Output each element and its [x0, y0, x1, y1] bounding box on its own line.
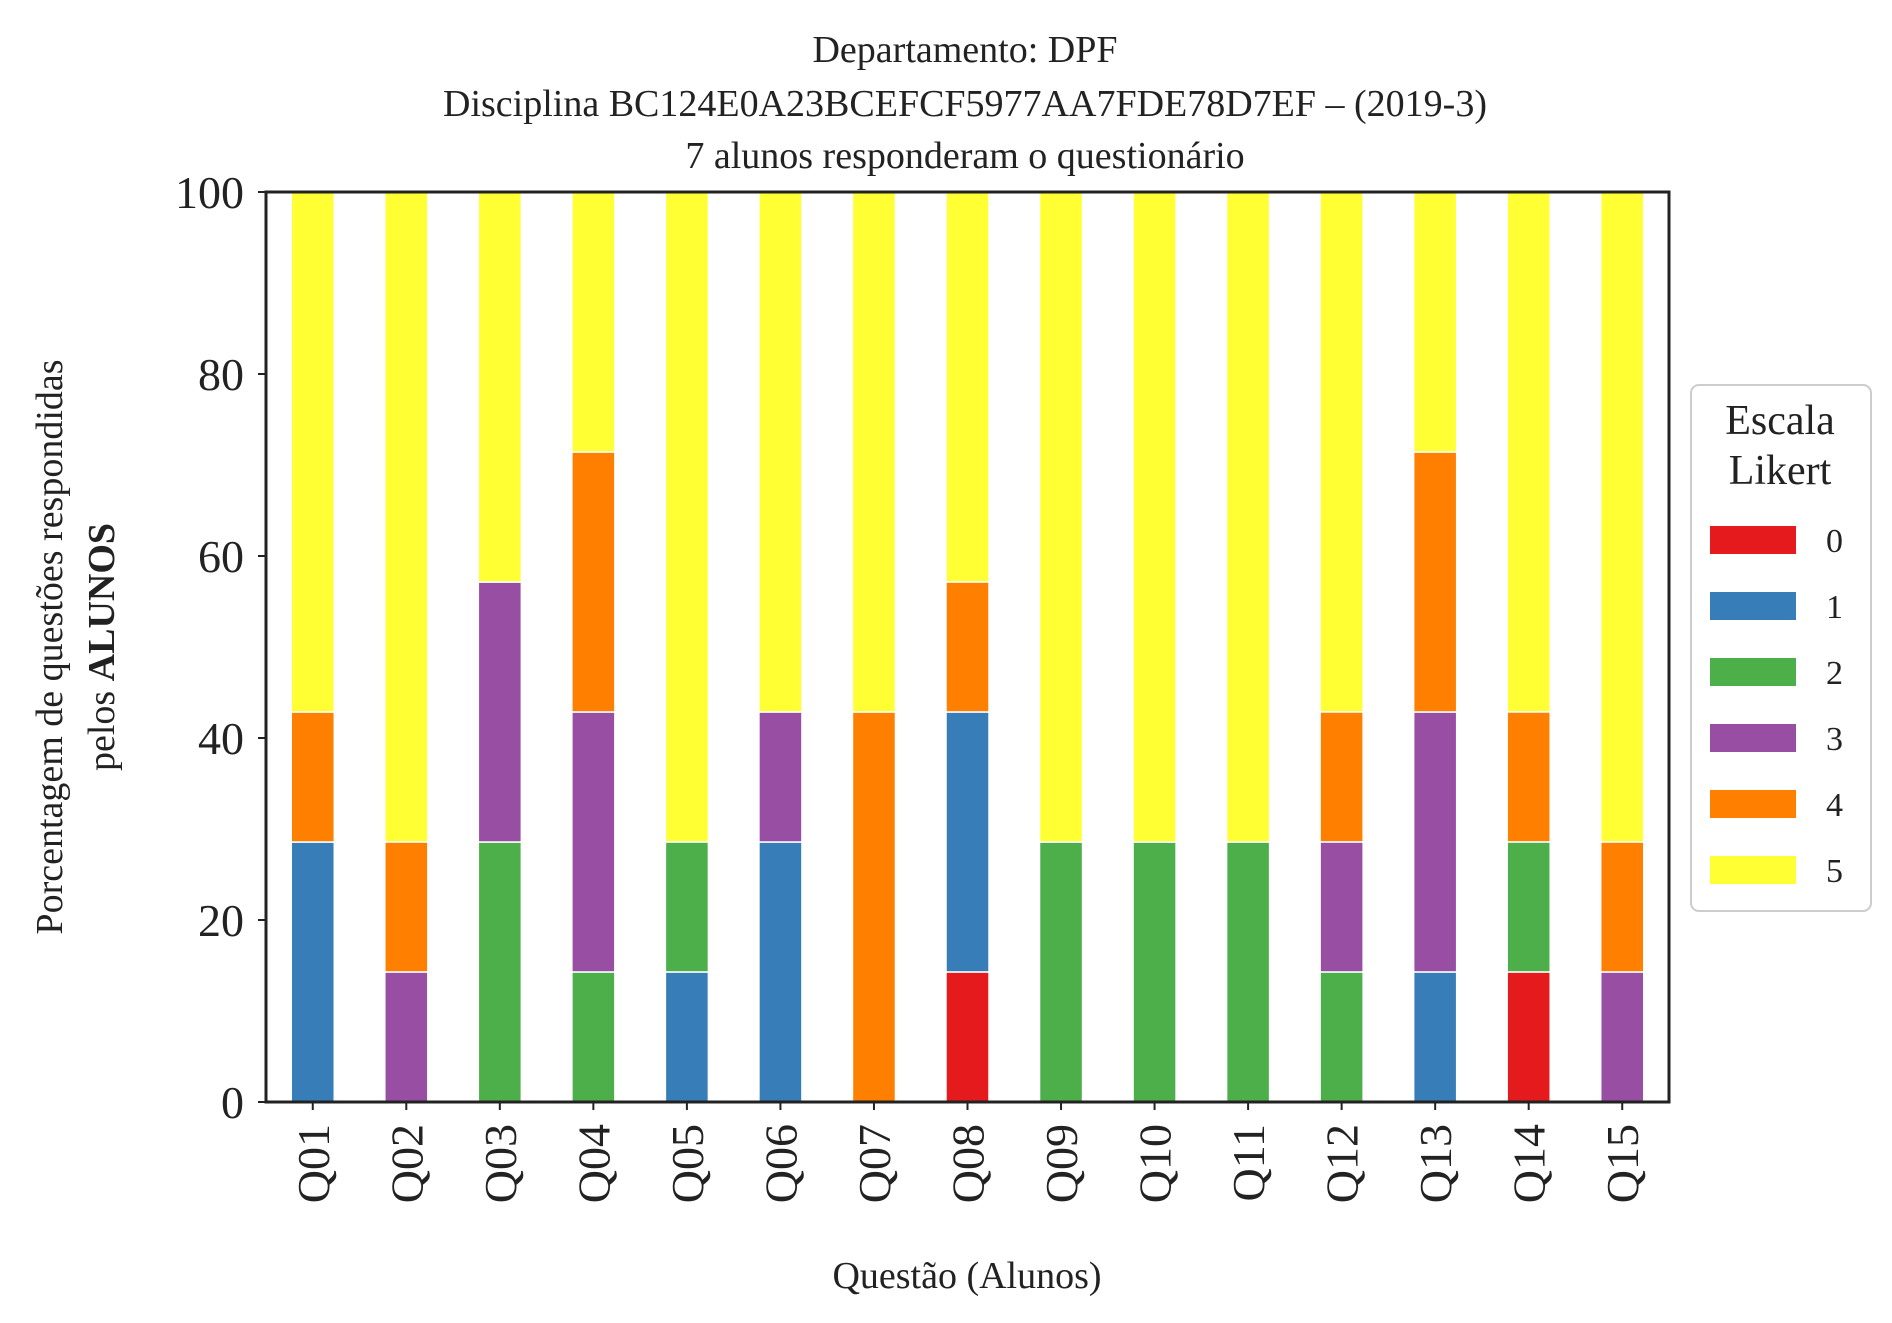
bar-q14-likert-5: [1506, 191, 1551, 713]
bar-q15-likert-4: [1599, 841, 1645, 973]
y-tick-label-100: 100: [175, 167, 244, 218]
bar-q06-likert-1: [758, 841, 803, 1103]
bar-q12-likert-5: [1319, 191, 1364, 713]
bar-q11-likert-5: [1225, 191, 1271, 843]
bar-q01-likert-1: [290, 841, 336, 1103]
x-tick-label-q03: Q03: [475, 1124, 526, 1203]
x-tick-label-q07: Q07: [849, 1124, 900, 1203]
bar-q03-likert-5: [477, 191, 523, 583]
bar-q13-likert-4: [1412, 451, 1458, 713]
bar-q04-likert-4: [571, 451, 616, 713]
x-tick-label-q04: Q04: [568, 1124, 619, 1203]
bar-q13-likert-3: [1412, 711, 1458, 973]
legend-swatch-0: [1710, 526, 1796, 554]
bar-q04-likert-2: [571, 971, 616, 1103]
legend-frame: [1690, 384, 1872, 912]
bar-q14-likert-2: [1506, 841, 1551, 973]
legend-title-line-2: Likert: [1729, 448, 1832, 494]
legend-swatch-3: [1710, 724, 1796, 752]
legend-items: 0 1 2 3 4 5: [1710, 523, 1843, 890]
bars-layer: [290, 191, 1645, 1103]
x-tick-label-q13: Q13: [1410, 1124, 1461, 1203]
y-axis-label: Porcentagem de questões respondidas pelo…: [29, 359, 123, 934]
chart-title: Departamento: DPF Disciplina BC124E0A23B…: [443, 29, 1487, 177]
legend-swatch-4: [1710, 790, 1796, 818]
x-tick-label-q12: Q12: [1317, 1124, 1368, 1203]
bar-q15-likert-5: [1599, 191, 1645, 843]
legend-label-4: 4: [1826, 787, 1843, 824]
x-axis-label: Questão (Alunos): [832, 1255, 1101, 1297]
x-tick-label-q10: Q10: [1130, 1124, 1181, 1203]
y-axis-label-line-2: pelos ALUNOS: [81, 523, 123, 771]
bar-q09-likert-5: [1038, 191, 1084, 843]
x-tick-label-q14: Q14: [1504, 1124, 1555, 1203]
x-tick-label-q15: Q15: [1597, 1124, 1648, 1203]
bar-q03-likert-2: [477, 841, 523, 1103]
x-tick-label-q09: Q09: [1036, 1124, 1087, 1203]
legend-label-3: 3: [1826, 721, 1843, 758]
bar-q15-likert-3: [1599, 971, 1645, 1103]
bar-q01-likert-5: [290, 191, 336, 713]
legend-label-5: 5: [1826, 853, 1843, 890]
x-tick-label-q01: Q01: [288, 1124, 339, 1203]
x-tick-label-q08: Q08: [943, 1124, 994, 1203]
y-axis-label-bold: ALUNOS: [81, 523, 123, 681]
y-tick-label-0: 0: [221, 1077, 244, 1128]
bar-q14-likert-4: [1506, 711, 1551, 843]
legend: Escala Likert 0 1 2 3 4 5: [1690, 384, 1872, 912]
bar-q09-likert-2: [1038, 841, 1084, 1103]
bar-q11-likert-2: [1225, 841, 1271, 1103]
y-axis-ticks: 0 20 40 60 80 100: [175, 167, 266, 1128]
legend-label-0: 0: [1826, 523, 1843, 560]
legend-title-line-1: Escala: [1725, 398, 1835, 444]
legend-label-1: 1: [1826, 589, 1843, 626]
bar-q06-likert-3: [758, 711, 803, 843]
bar-q02-likert-3: [384, 971, 429, 1103]
bar-q06-likert-5: [758, 191, 803, 713]
y-tick-label-40: 40: [198, 713, 244, 764]
legend-swatch-1: [1710, 592, 1796, 620]
bar-q05-likert-2: [664, 841, 710, 973]
x-tick-label-q05: Q05: [662, 1124, 713, 1203]
x-tick-label-q11: Q11: [1223, 1124, 1274, 1202]
bar-q02-likert-4: [384, 841, 429, 973]
bar-q08-likert-1: [945, 711, 990, 973]
y-tick-label-60: 60: [198, 531, 244, 582]
bar-q05-likert-1: [664, 971, 710, 1103]
bar-q07-likert-5: [851, 191, 897, 713]
plot-frame: [264, 190, 1671, 1104]
bar-q02-likert-5: [384, 191, 429, 843]
bar-q08-likert-4: [945, 581, 990, 713]
title-line-3: 7 alunos responderam o questionário: [685, 135, 1244, 177]
x-axis-ticks: Q01 Q02 Q03 Q04 Q05 Q06 Q07 Q08 Q09 Q10 Q11 Q12 Q13 Q…: [288, 1102, 1648, 1203]
bar-q07-likert-4: [851, 711, 897, 1103]
legend-swatch-5: [1710, 856, 1796, 884]
bar-q12-likert-2: [1319, 971, 1364, 1103]
x-tick-label-q02: Q02: [381, 1124, 432, 1203]
legend-label-2: 2: [1826, 655, 1843, 692]
bar-q05-likert-5: [664, 191, 710, 843]
title-line-2: Disciplina BC124E0A23BCEFCF5977AA7FDE78D…: [443, 83, 1487, 125]
legend-swatch-2: [1710, 658, 1796, 686]
y-axis-label-prefix: pelos: [81, 681, 123, 771]
bar-q12-likert-4: [1319, 711, 1364, 843]
y-tick-label-20: 20: [198, 895, 244, 946]
bar-q04-likert-5: [571, 191, 616, 453]
x-tick-label-q06: Q06: [755, 1124, 806, 1203]
bar-q10-likert-5: [1132, 191, 1177, 843]
y-tick-label-80: 80: [198, 349, 244, 400]
bar-q10-likert-2: [1132, 841, 1177, 1103]
y-axis-label-line-1: Porcentagem de questões respondidas: [29, 359, 71, 934]
bar-q08-likert-5: [945, 191, 990, 583]
bar-q12-likert-3: [1319, 841, 1364, 973]
bar-q13-likert-5: [1412, 191, 1458, 453]
bar-q13-likert-1: [1412, 971, 1458, 1103]
bar-q01-likert-4: [290, 711, 336, 843]
title-line-1: Departamento: DPF: [812, 29, 1117, 71]
bar-q04-likert-3: [571, 711, 616, 973]
bar-q14-likert-0: [1506, 971, 1551, 1103]
bar-q03-likert-3: [477, 581, 523, 843]
bar-q08-likert-0: [945, 971, 990, 1103]
